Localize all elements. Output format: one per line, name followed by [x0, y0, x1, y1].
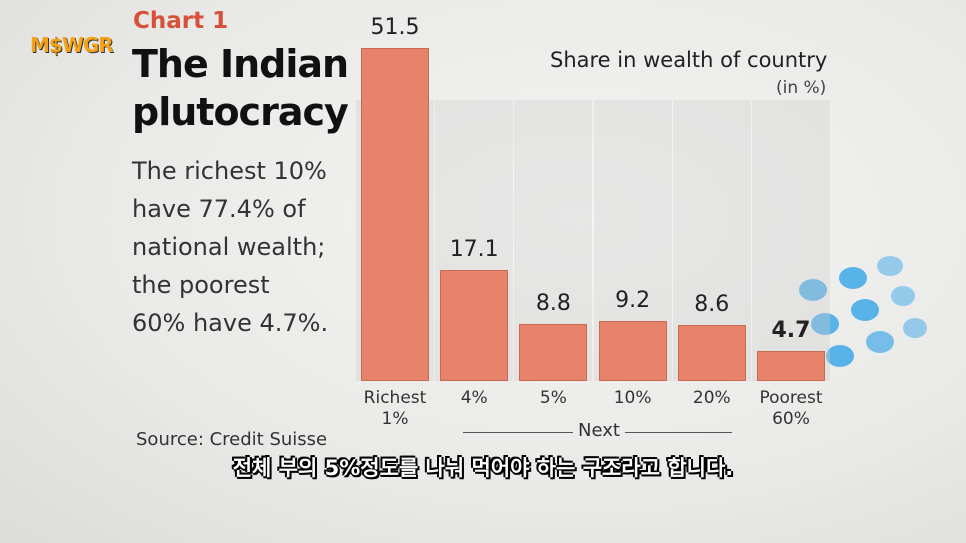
x-tick-label: Richest 1% — [363, 388, 427, 429]
value-label: 8.6 — [694, 292, 730, 318]
video-subtitle: 전체 부의 5%정도를 나눠 먹어야 하는 구조라고 합니다. — [232, 456, 734, 480]
description-line: the poorest — [132, 271, 270, 299]
x-tick-label: 4% — [460, 388, 488, 408]
unit-note: (in %) — [776, 78, 827, 98]
value-label: 8.8 — [535, 291, 571, 317]
x-tick-label: 5% — [539, 388, 567, 408]
description-line: The richest 10% — [132, 157, 327, 185]
title-line: plutocracy — [132, 90, 349, 134]
value-label: 51.5 — [370, 14, 420, 40]
description-line: 60% have 4.7%. — [132, 309, 329, 337]
x-tick-label: Poorest 60% — [759, 388, 823, 429]
source: Source: Credit Suisse — [136, 429, 328, 450]
group-bracket — [625, 432, 732, 433]
x-tick-label: 20% — [692, 388, 731, 408]
description: The richest 10% have 77.4% of national wea… — [132, 152, 328, 342]
chart-title: The Indian plutocracy — [132, 40, 349, 136]
x-tick-label: 10% — [613, 388, 652, 408]
title-line: The Indian — [132, 42, 349, 86]
bar — [757, 350, 825, 381]
group-label: Next — [578, 420, 620, 441]
axis-title: Share in wealth of country — [550, 48, 828, 72]
value-label: 4.7 — [771, 317, 811, 343]
bar — [440, 270, 509, 381]
bar — [677, 325, 746, 381]
description-line: have 77.4% of — [132, 195, 306, 223]
bar — [361, 47, 429, 381]
value-label: 9.2 — [615, 288, 651, 314]
bar — [519, 324, 588, 381]
column-bg — [752, 100, 830, 381]
bar — [598, 321, 667, 381]
value-label: 17.1 — [449, 237, 499, 263]
logo: M$WGR — [30, 33, 114, 57]
description-line: national wealth; — [132, 233, 326, 261]
decoration — [799, 256, 927, 367]
chart-kicker: Chart 1 — [133, 8, 229, 34]
group-bracket — [463, 432, 573, 433]
